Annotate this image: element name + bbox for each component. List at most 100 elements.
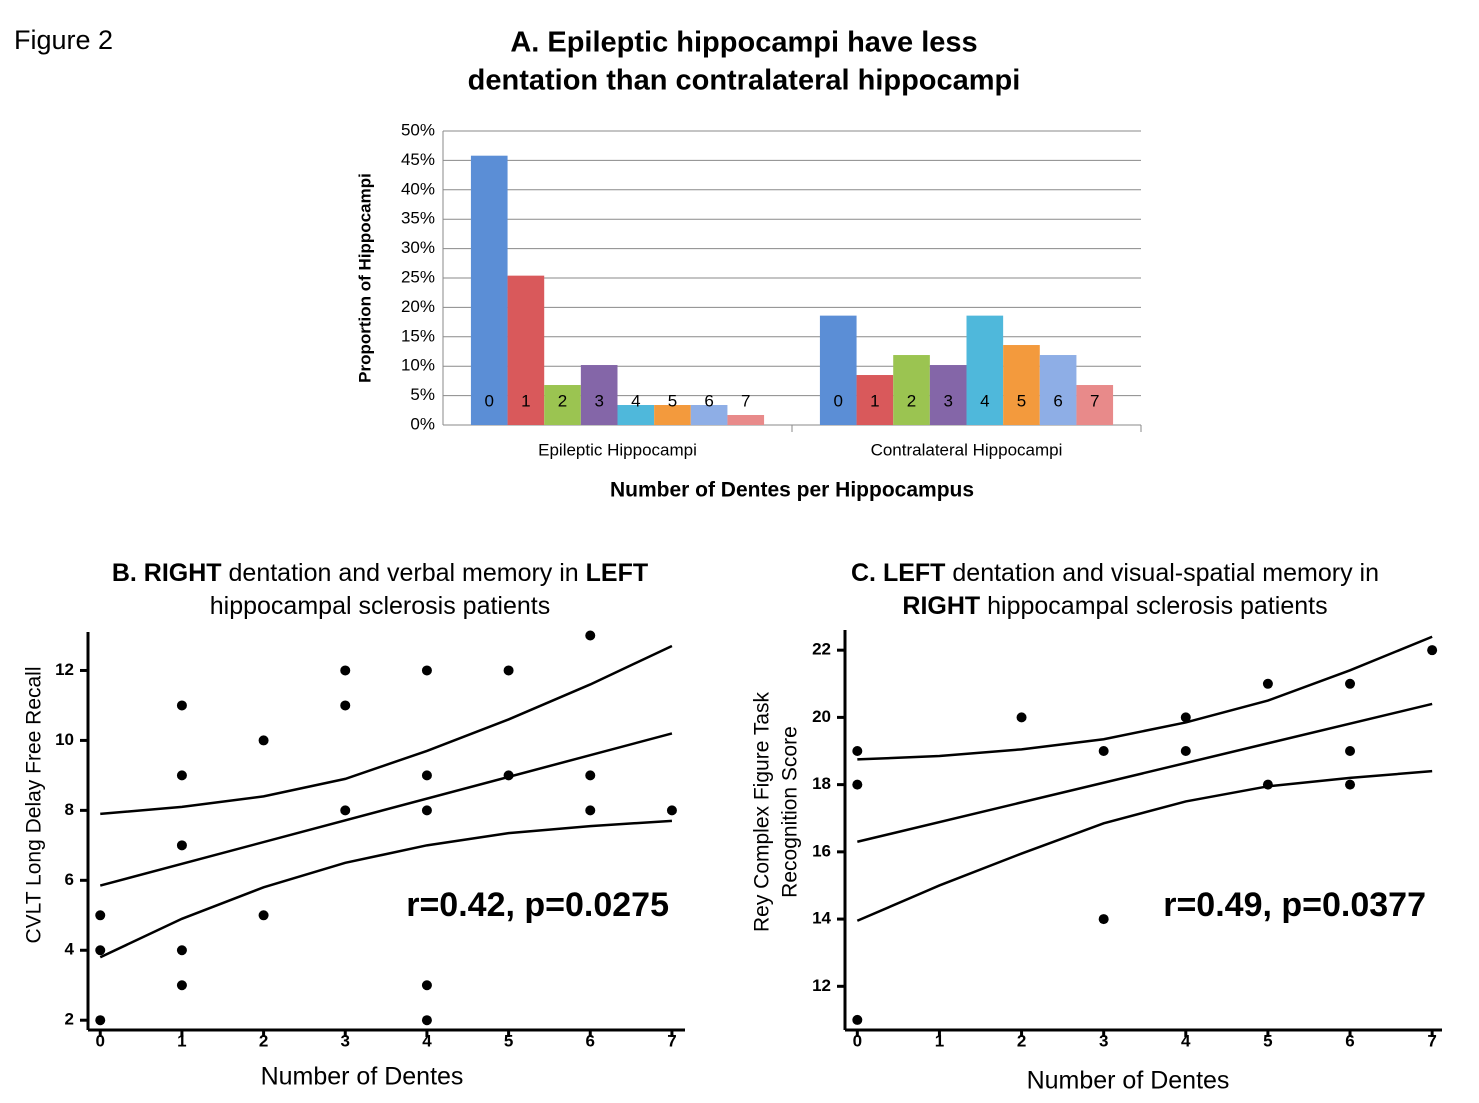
y-tick-label: 4 [65, 940, 75, 959]
figure-label: Figure 2 [14, 25, 113, 55]
bar [856, 375, 894, 425]
data-point [421, 665, 432, 676]
bar [1003, 345, 1040, 425]
x-tick-label: 5 [1263, 1031, 1272, 1050]
y-tick-label: 8 [65, 800, 74, 819]
y-tick-label: 25% [401, 267, 435, 286]
bar-label: 5 [668, 391, 677, 410]
bar-label: 3 [594, 391, 603, 410]
data-point [340, 805, 351, 816]
x-tick-label: 6 [586, 1031, 595, 1050]
x-tick-label: Epileptic Hippocampi [538, 440, 697, 459]
data-point [340, 665, 351, 676]
data-point [95, 1015, 106, 1026]
x-axis-label: Number of Dentes [261, 1063, 464, 1091]
annotation: r=0.49, p=0.0377 [1163, 886, 1426, 924]
y-tick-label: 40% [401, 179, 435, 198]
bar [1076, 385, 1114, 425]
bar [929, 365, 967, 425]
y-axis-label: Rey Complex Figure Task [751, 691, 774, 932]
x-axis-label: Number of Dentes [1027, 1067, 1230, 1095]
x-tick-label: 1 [177, 1031, 186, 1050]
title-segment: dentation and verbal memory in [222, 559, 586, 587]
data-point [258, 735, 269, 746]
annotation: r=0.42, p=0.0275 [406, 886, 669, 924]
bar-label: 0 [485, 391, 494, 410]
title-segment: dentation and visual-spatial memory in [945, 559, 1379, 587]
data-point [340, 700, 351, 711]
data-point [421, 805, 432, 816]
data-point [1345, 746, 1356, 757]
y-axis-label: Proportion of Hippocampi [355, 173, 374, 383]
data-point [95, 910, 106, 921]
y-tick-label: 35% [401, 209, 435, 228]
y-tick-label: 18 [812, 774, 831, 793]
y-axis-label: Recognition Score [779, 726, 802, 898]
bar [819, 315, 857, 425]
x-tick-label: 7 [667, 1031, 676, 1050]
x-tick-label: 7 [1427, 1031, 1436, 1050]
data-point [421, 980, 432, 991]
data-point [1180, 746, 1191, 757]
chart-title: hippocampal sclerosis patients [210, 592, 550, 620]
chart-title: RIGHT hippocampal sclerosis patients [902, 592, 1327, 620]
y-tick-label: 15% [401, 326, 435, 345]
data-point [421, 1015, 432, 1026]
x-tick-label: 3 [1099, 1031, 1108, 1050]
bar-label: 2 [907, 391, 916, 410]
y-tick-label: 45% [401, 150, 435, 169]
fit-line [857, 702, 1433, 843]
data-point [176, 770, 187, 781]
data-point [852, 746, 863, 757]
bar-label: 5 [1017, 391, 1026, 410]
x-tick-label: 6 [1345, 1031, 1354, 1050]
data-point [176, 840, 187, 851]
y-tick-label: 6 [65, 870, 74, 889]
bar-label: 4 [980, 391, 989, 410]
bar-label: 1 [870, 391, 879, 410]
y-tick-label: 12 [812, 976, 831, 995]
y-tick-label: 16 [812, 841, 831, 860]
bar [507, 275, 545, 425]
bar-label: 6 [704, 391, 713, 410]
bar [893, 355, 930, 425]
title-segment: B. RIGHT [112, 559, 222, 587]
data-point [176, 980, 187, 991]
y-tick-label: 10 [55, 730, 74, 749]
title-segment: RIGHT [902, 592, 980, 620]
y-tick-label: 22 [812, 640, 831, 659]
x-tick-label: 2 [1017, 1031, 1026, 1050]
y-tick-label: 20% [401, 297, 435, 316]
y-tick-label: 30% [401, 238, 435, 257]
data-point [1345, 678, 1356, 689]
x-tick-label: 0 [96, 1031, 105, 1050]
bar-label: 2 [558, 391, 567, 410]
chart-title: B. RIGHT dentation and verbal memory in … [112, 559, 648, 587]
bar-label: 4 [631, 391, 640, 410]
data-point [585, 805, 596, 816]
y-tick-label: 2 [65, 1010, 74, 1029]
bar-label: 7 [741, 391, 750, 410]
data-point [258, 910, 269, 921]
data-point [1098, 746, 1109, 757]
data-point [1180, 712, 1191, 723]
bar [580, 365, 618, 425]
fit-line [857, 635, 1433, 761]
x-tick-label: 3 [341, 1031, 350, 1050]
data-point [852, 1014, 863, 1025]
title-segment: LEFT [586, 559, 649, 587]
bar [470, 155, 508, 426]
fit-line [99, 732, 673, 887]
data-point [176, 700, 187, 711]
data-point [176, 945, 187, 956]
data-point [585, 770, 596, 781]
fit-line [99, 819, 673, 959]
data-point [1098, 914, 1109, 925]
bar-label: 6 [1053, 391, 1062, 410]
fit-line [100, 644, 673, 816]
bar [654, 405, 691, 425]
data-point [1262, 678, 1273, 689]
fit-line [856, 769, 1433, 922]
title-segment: C. LEFT [851, 559, 945, 587]
